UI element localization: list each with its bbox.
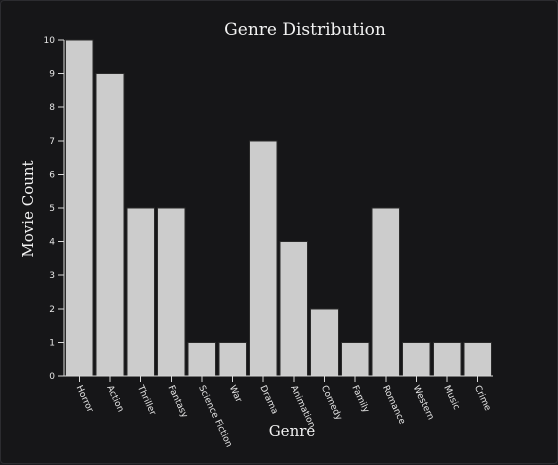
y-tick-label: 1 [49,338,55,348]
y-tick-label: 8 [49,103,55,113]
y-tick-label: 3 [49,271,55,281]
bars-group [65,39,492,377]
bar-drama [248,140,278,377]
bar-music [432,341,462,377]
bar-animation [279,241,309,377]
bar-thriller [126,207,155,377]
x-tick-label-romance: Romance [380,384,407,427]
y-tick-label: 6 [49,170,55,180]
x-tick-label-horror: Horror [74,384,95,414]
x-tick-label-music: Music [441,384,461,411]
y-tick-label: 7 [49,137,55,147]
bar-crime [463,341,492,377]
x-tick-label-action: Action [104,384,125,414]
bar-science-fiction [187,341,217,377]
y-tick-label: 5 [49,204,55,214]
x-tick-label-western: Western [411,384,436,422]
y-tick-label: 9 [49,70,55,80]
bar-romance [371,207,401,377]
x-tick-label-science-fiction: Science Fiction [196,384,233,449]
x-tick-label-comedy: Comedy [319,384,344,422]
x-axis-title: Genre [269,422,316,440]
bar-horror [65,39,94,377]
y-tick-label: 0 [49,372,55,382]
y-axis-title: Movie Count [19,160,37,257]
bar-action [95,73,125,377]
x-tick-label-fantasy: Fantasy [166,384,190,420]
y-tick-label: 10 [44,36,56,46]
x-tick-label-drama: Drama [257,384,279,416]
bar-war [218,341,247,377]
bar-fantasy [156,207,186,377]
chart-title: Genre Distribution [224,20,386,40]
x-tick-label-family: Family [349,384,371,415]
x-tick-label-thriller: Thriller [134,383,157,417]
bar-family [340,341,370,377]
y-axis: 0 1 2 3 4 5 6 7 8 9 10 [44,36,65,382]
x-tick-label-war: War [227,384,244,404]
y-tick-label: 2 [49,305,55,315]
x-tick-label-crime: Crime [472,384,493,413]
bar-western [402,341,431,377]
y-tick-label: 4 [49,238,55,248]
bar-comedy [310,308,339,377]
